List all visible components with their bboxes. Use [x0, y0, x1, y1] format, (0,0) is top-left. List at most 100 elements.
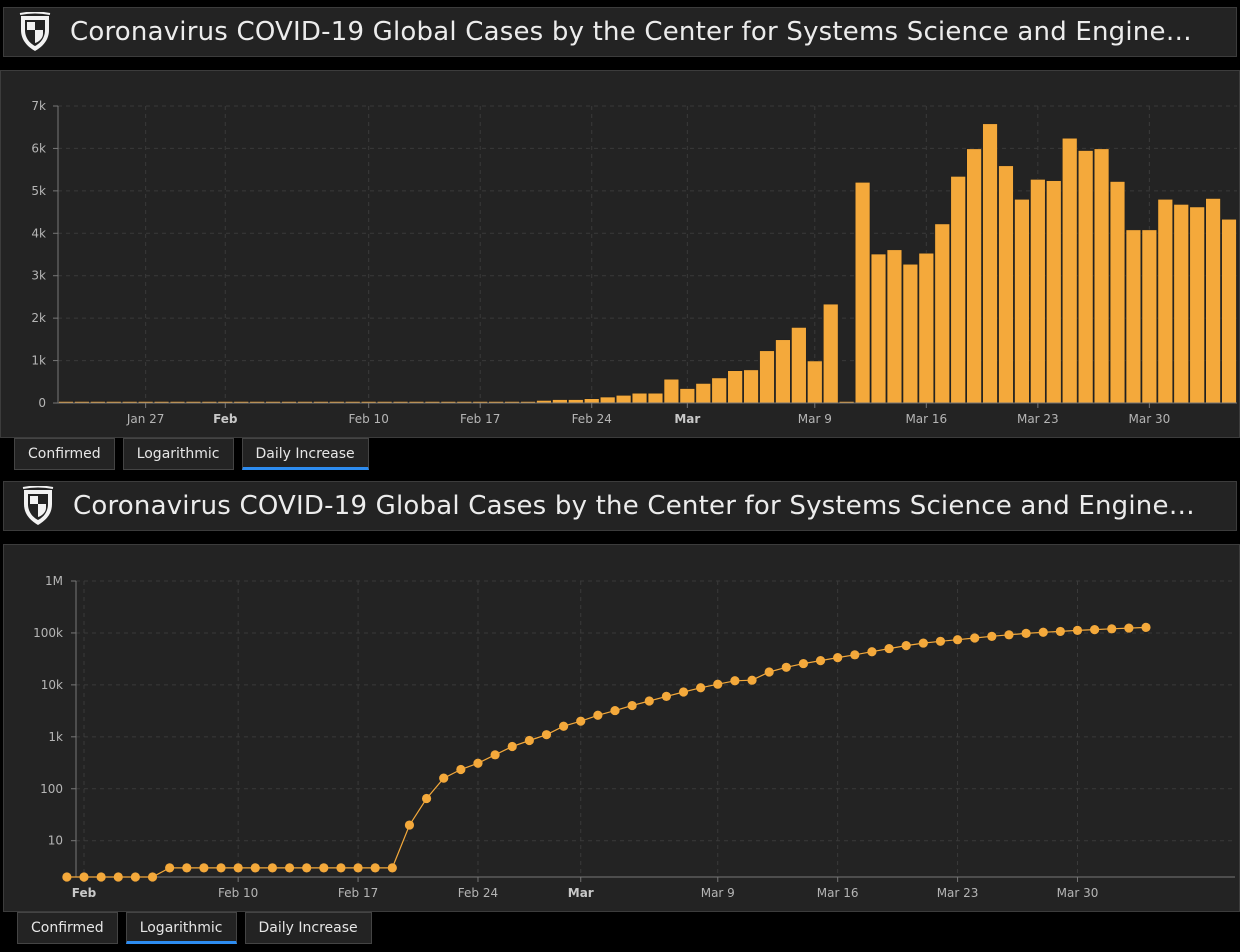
x-tick-label: Mar 16 [905, 412, 947, 426]
x-tick-label: Feb 17 [338, 886, 378, 900]
data-point [1055, 626, 1065, 637]
tab-confirmed[interactable]: Confirmed [14, 438, 115, 470]
bar [1141, 229, 1157, 404]
data-point [439, 773, 449, 783]
data-point [627, 700, 637, 711]
y-tick-label: 100k [33, 626, 63, 640]
data-point [970, 633, 980, 643]
bar [823, 303, 839, 404]
data-point [798, 658, 809, 669]
x-tick-label: Mar 30 [1057, 886, 1099, 900]
data-point [319, 863, 329, 873]
data-point [867, 647, 877, 657]
tab-confirmed[interactable]: Confirmed [17, 912, 118, 944]
data-point [747, 675, 757, 685]
data-point [284, 863, 295, 873]
x-tick-label: Mar 23 [937, 886, 979, 900]
series-line [66, 626, 1147, 878]
y-tick-label: 10 [48, 834, 63, 848]
bar [679, 388, 695, 404]
bar [711, 377, 727, 404]
data-point [404, 820, 415, 830]
data-point [593, 710, 603, 720]
data-point [713, 679, 723, 689]
data-point [1090, 624, 1100, 635]
data-point [730, 676, 740, 686]
data-point [216, 863, 226, 873]
bar [727, 370, 743, 404]
data-point [815, 656, 826, 666]
data-point [1004, 630, 1014, 640]
tab-daily-increase[interactable]: Daily Increase [241, 438, 369, 470]
bar [807, 360, 823, 404]
bar [600, 396, 616, 404]
bar [1205, 198, 1221, 404]
data-point [199, 863, 209, 873]
bar [791, 327, 807, 404]
data-point [850, 650, 860, 660]
panel-2-title: Coronavirus COVID-19 Global Cases by the… [73, 491, 1203, 521]
data-point [353, 863, 363, 873]
data-point [165, 863, 175, 873]
data-point [1141, 622, 1151, 632]
bar [966, 148, 982, 404]
bar [934, 223, 950, 404]
data-point [1107, 624, 1117, 634]
data-point [987, 631, 997, 641]
x-tick-label: Mar [568, 886, 594, 900]
tab-logarithmic[interactable]: Logarithmic [125, 912, 237, 944]
data-point [524, 735, 534, 746]
bar [1173, 204, 1189, 404]
bar [759, 350, 775, 404]
bar [631, 392, 648, 404]
bar [1062, 137, 1078, 404]
x-tick-label: Feb [72, 886, 97, 900]
data-point [456, 764, 466, 775]
x-tick-label: Jan 27 [126, 412, 165, 426]
bar [1157, 199, 1173, 404]
bar [870, 253, 887, 404]
tab-daily-increase[interactable]: Daily Increase [244, 912, 372, 944]
y-tick-label: 7k [31, 99, 46, 113]
x-tick-label: Feb 10 [349, 412, 389, 426]
tab-logarithmic[interactable]: Logarithmic [122, 438, 234, 470]
data-point [541, 730, 552, 740]
bar [1125, 229, 1142, 404]
bar [647, 392, 664, 404]
bar [1109, 181, 1126, 404]
daily-increase-chart: 0 1k 2k 3k 4k 5k 6k 7k Jan 27 Feb Feb 10 Feb 17 Feb … [0, 70, 1240, 438]
panel-2-tabs: Confirmed Logarithmic Daily Increase [17, 912, 372, 944]
logarithmic-chart: 10 100 1k 10k 100k 1M Feb Feb 10 Feb 17 Feb 24 Mar… [3, 544, 1240, 912]
data-point [79, 872, 89, 882]
data-point [661, 691, 671, 702]
bar [886, 249, 903, 404]
data-point [644, 696, 654, 706]
jhu-shield-logo-icon [22, 486, 54, 525]
data-point [764, 667, 774, 677]
bar [584, 398, 600, 404]
x-tick-label: Mar 23 [1017, 412, 1059, 426]
y-tick-label: 3k [31, 269, 46, 283]
bar [1046, 180, 1062, 404]
data-point [267, 863, 278, 873]
data-point [336, 863, 346, 873]
data-point [490, 750, 500, 760]
bar [1221, 219, 1237, 404]
data-point [576, 716, 586, 726]
bar [1078, 150, 1094, 404]
x-tick-label: Feb 17 [460, 412, 500, 426]
x-tick-label: Mar 9 [798, 412, 832, 426]
data-point [952, 635, 963, 645]
data-point [833, 653, 843, 663]
data-point [233, 863, 243, 873]
data-point [182, 863, 192, 873]
bar [854, 182, 871, 404]
data-point [421, 793, 432, 804]
data-point [678, 687, 689, 697]
bar [1093, 148, 1110, 404]
y-tick-label: 1k [31, 354, 46, 368]
y-tick-label: 100 [40, 782, 63, 796]
bar [552, 399, 568, 404]
y-tick-label: 6k [31, 141, 46, 155]
data-point [901, 641, 911, 651]
